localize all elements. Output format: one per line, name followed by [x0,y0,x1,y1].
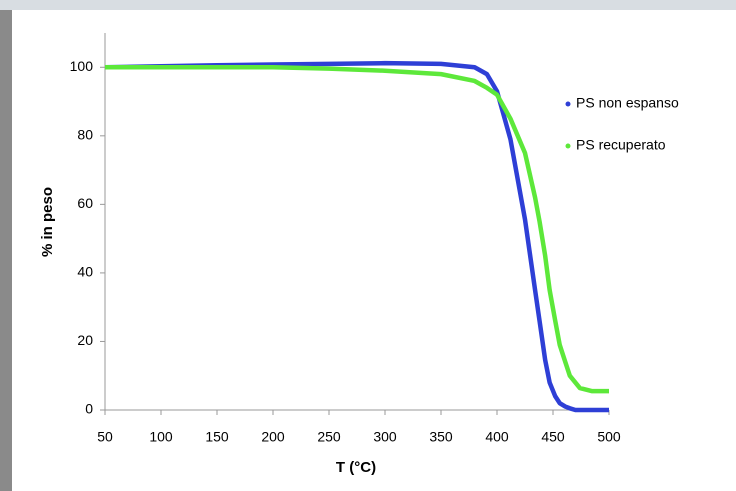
y-tick-label: 100 [70,58,94,74]
x-tick-label: 300 [373,429,397,445]
series-line [105,65,609,394]
legend-marker [565,101,571,107]
x-tick-label: 250 [317,429,341,445]
x-tick-label: 500 [597,429,621,445]
y-tick-label: 20 [77,332,93,348]
x-tick-label: 200 [261,429,285,445]
x-tick-label: 400 [485,429,509,445]
y-axis-title: % in peso [39,187,56,257]
left-edge [0,0,12,491]
x-axis-title: T (°C) [336,459,376,476]
x-tick-label: 450 [541,429,565,445]
legend-marker [565,143,571,149]
legend-label: PS recuperato [576,137,666,153]
x-tick-label: 50 [97,429,113,445]
top-edge [0,0,736,10]
legend-label: PS non espanso [576,95,679,111]
y-tick-label: 0 [85,401,93,417]
x-tick-label: 150 [205,429,229,445]
y-tick-label: 40 [77,264,93,280]
y-tick-label: 60 [77,195,93,211]
series-line [104,60,609,413]
x-tick-label: 350 [429,429,453,445]
y-tick-label: 80 [77,127,93,143]
x-tick-label: 100 [149,429,173,445]
